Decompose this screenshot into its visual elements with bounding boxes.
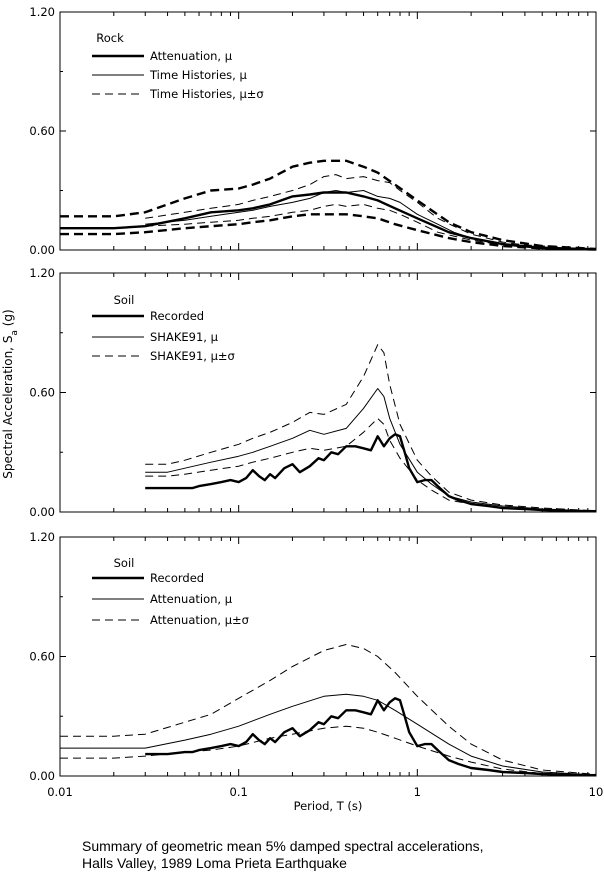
legend-label: Recorded [150, 571, 204, 585]
y-tick-label: 1.20 [29, 266, 55, 280]
caption-line-2: Halls Valley, 1989 Loma Prieta Earthquak… [82, 855, 347, 871]
caption-line-1: Summary of geometric mean 5% damped spec… [82, 838, 484, 854]
figure-caption: Summary of geometric mean 5% damped spec… [82, 838, 582, 872]
legend-label: Attenuation, μ [150, 49, 233, 63]
y-tick-label: 0.60 [29, 124, 55, 138]
legend-label: Recorded [150, 309, 204, 323]
legend-site-label: Rock [96, 31, 124, 45]
y-tick-label: 0.00 [29, 769, 55, 783]
series-line [60, 693, 597, 776]
plot-frame [59, 272, 597, 513]
series-line [145, 174, 597, 250]
x-tick-label: 10 [589, 785, 604, 799]
legend-label: Time Histories, μ [149, 68, 247, 82]
series-line [60, 725, 597, 776]
y-tick-label: 0.60 [29, 386, 55, 400]
y-axis-label: Spectral Acceleration, Sa (g) [1, 309, 20, 478]
y-tick-label: 0.60 [29, 650, 55, 664]
legend-label: SHAKE91, μ±σ [150, 349, 235, 363]
series-line [60, 159, 597, 251]
series-line [60, 644, 597, 775]
x-tick-label: 0.01 [47, 785, 73, 799]
x-tick-label: 1 [414, 785, 421, 799]
legend-site-label: Soil [114, 293, 135, 307]
y-tick-label: 1.20 [29, 5, 55, 19]
y-tick-label: 0.00 [29, 505, 55, 519]
series-line [145, 344, 597, 512]
legend-label: Attenuation, μ [150, 592, 233, 606]
legend-label: Attenuation, μ±σ [150, 613, 249, 627]
legend-label: SHAKE91, μ [150, 330, 219, 344]
series-line [60, 213, 597, 251]
series-line [60, 191, 597, 251]
x-tick-label: 0.1 [230, 785, 248, 799]
x-axis-label: Period, T (s) [294, 799, 363, 813]
series-line [145, 203, 597, 250]
series-line [145, 417, 597, 512]
series-line [145, 697, 597, 777]
legend-label: Time Histories, μ±σ [149, 87, 264, 101]
plot-frame [59, 536, 597, 777]
spectral-acceleration-chart: 0.00 0.60 1.20 Rock Attenuation, μ Time Histo… [1, 5, 604, 813]
legend-site-label: Soil [114, 556, 135, 570]
series-line [145, 190, 597, 250]
y-tick-label: 1.20 [29, 530, 55, 544]
y-tick-label: 0.00 [29, 243, 55, 257]
series-line [145, 433, 597, 513]
series-line [145, 388, 597, 512]
